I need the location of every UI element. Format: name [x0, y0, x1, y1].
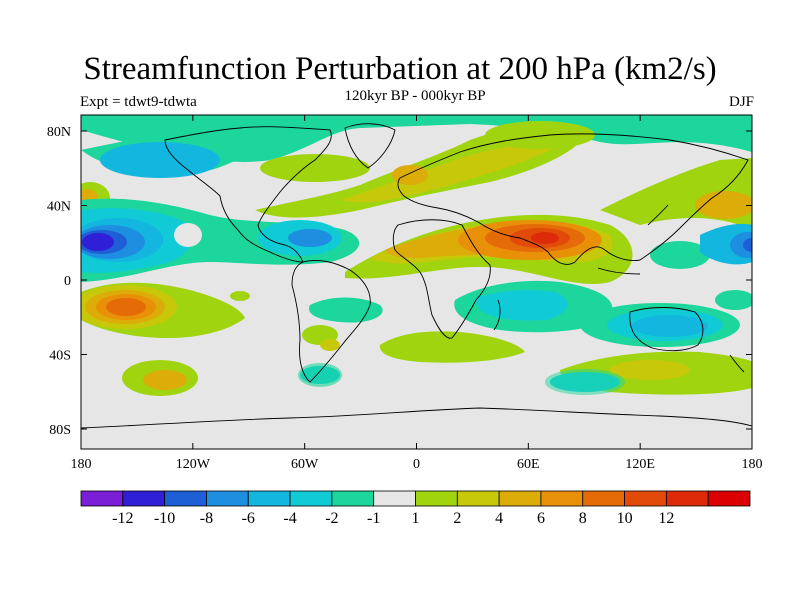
x-tick-label: 120W	[176, 457, 211, 472]
colorbar-label: -1	[367, 510, 380, 527]
y-tick-label: 40S	[49, 349, 71, 364]
y-tick-label: 40N	[47, 200, 71, 215]
colorbar-swatch	[80, 490, 124, 507]
x-tick-label: 180	[742, 457, 763, 472]
coast-south-america	[291, 259, 371, 383]
coast-japan	[647, 204, 669, 226]
colorbar-label: -6	[242, 510, 255, 527]
colorbar-label: -8	[200, 510, 213, 527]
coastlines	[81, 123, 752, 429]
colorbar-swatch	[582, 490, 625, 507]
colorbar-swatch	[164, 490, 207, 507]
map-field	[81, 115, 752, 449]
x-tick-label: 60E	[517, 457, 540, 472]
colorbar-swatch	[247, 490, 291, 507]
coast-indonesia	[597, 267, 641, 275]
colorbar-label: 2	[453, 510, 461, 527]
coast-north-america	[164, 126, 332, 263]
coast-australia	[629, 307, 704, 352]
colorbar-label: -10	[154, 510, 175, 527]
coast-africa	[392, 219, 491, 339]
experiment-label: Expt = tdwt9-tdwta	[80, 94, 197, 110]
colorbar-swatch	[498, 490, 542, 507]
colorbar-swatch	[289, 490, 333, 507]
x-tick-label: 60W	[291, 457, 319, 472]
field-tropical-asia	[345, 214, 752, 285]
season-label: DJF	[728, 94, 754, 110]
colorbar-label: -2	[325, 510, 338, 527]
colorbar-label: -4	[283, 510, 296, 527]
y-axis: 80N 40N 0 40S 80S	[47, 125, 752, 438]
x-axis: 180 120W 60W 0 60E 120E 180	[71, 115, 763, 472]
coast-new-zealand	[729, 354, 745, 373]
field-south-atlantic-indian	[122, 280, 752, 396]
colorbar-label: 12	[658, 510, 674, 527]
coast-eurasia	[397, 133, 749, 265]
colorbar-label: 6	[537, 510, 545, 527]
field-tropical-pacific	[81, 198, 360, 282]
colorbar-swatch	[540, 490, 584, 507]
colorbar-swatch	[331, 490, 375, 507]
x-tick-label: 0	[413, 457, 420, 472]
colorbar-swatch	[122, 490, 166, 507]
colorbar-swatch	[456, 490, 500, 507]
coast-madagascar	[493, 299, 501, 331]
plot-subtitle: 120kyr BP - 000kyr BP	[344, 88, 486, 104]
coast-greenland	[344, 123, 396, 169]
colorbar-label: -12	[112, 510, 133, 527]
colorbar-swatch	[624, 490, 667, 507]
colorbar-label: 8	[579, 510, 587, 527]
y-tick-label: 0	[64, 274, 71, 289]
colorbar-swatch	[373, 490, 416, 507]
colorbar-label: 10	[617, 510, 633, 527]
colorbar-swatch	[665, 490, 709, 507]
colorbar-label: 4	[495, 510, 503, 527]
colorbar-swatch	[707, 490, 751, 507]
colorbar-label: 1	[412, 510, 420, 527]
colorbar: -12 -10 -8 -6 -4 -2 -1 1 2 4 6 8 10 12	[80, 490, 751, 527]
colorbar-swatch	[415, 490, 458, 507]
field-northern-band	[81, 115, 752, 218]
y-tick-label: 80N	[47, 125, 71, 140]
colorbar-swatch	[206, 490, 249, 507]
plot-title: Streamfunction Perturbation at 200 hPa (…	[83, 51, 717, 87]
field-south-pacific	[81, 282, 250, 338]
coast-antarctica	[81, 407, 752, 429]
y-tick-label: 80S	[49, 423, 71, 438]
x-tick-label: 120E	[625, 457, 655, 472]
x-tick-label: 180	[71, 457, 92, 472]
